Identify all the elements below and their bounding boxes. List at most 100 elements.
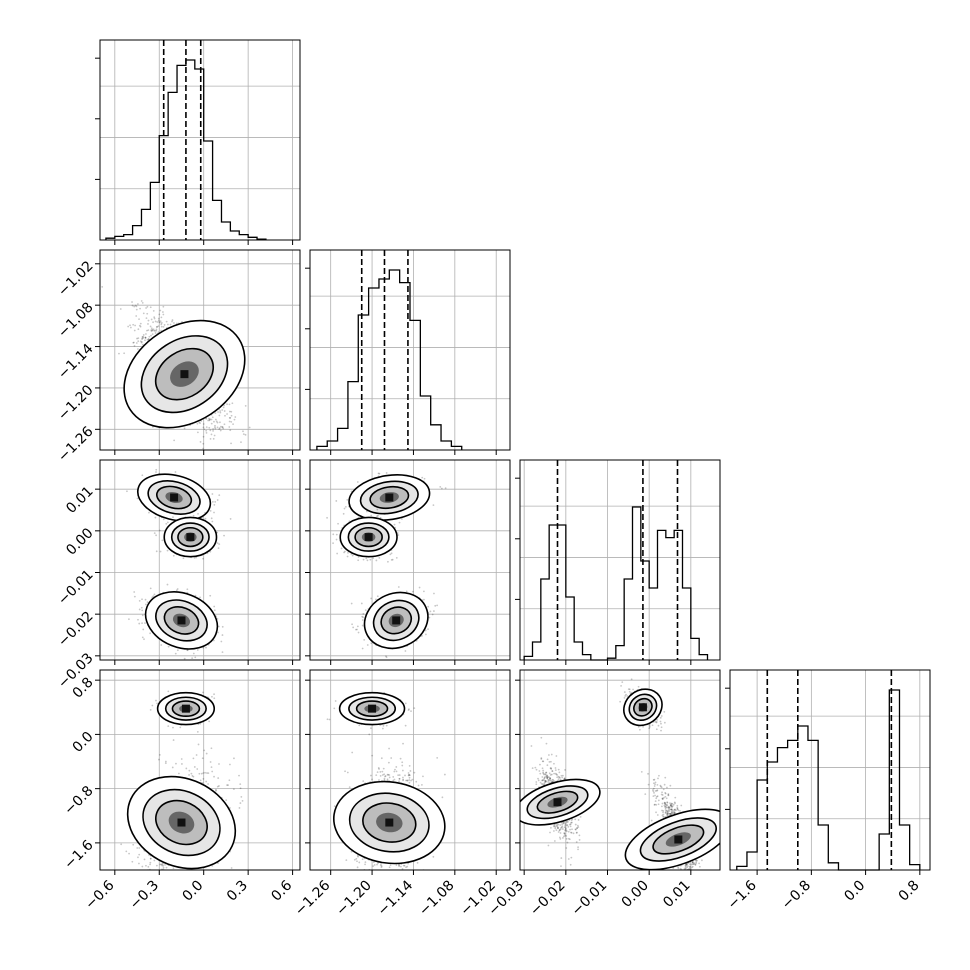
scatter-point [224,414,226,417]
scatter-point [421,635,423,637]
scatter-point [232,423,234,426]
axes-frame [99,249,301,451]
scatter-point [335,500,338,502]
joint-panel-2-1 [305,459,511,665]
scatter-point [149,306,152,309]
scatter-point [145,333,147,335]
scatter-point [242,433,245,436]
scatter-point [204,517,207,520]
scatter-point [220,425,222,428]
scatter-point [222,406,225,409]
scatter-point [226,403,228,406]
scatter-point [355,628,357,631]
scatter-point [142,334,145,336]
scatter-layer [101,285,251,450]
scatter-point [337,522,339,525]
scatter-point [214,412,217,415]
y-tick-label: −1.20 [55,382,97,424]
scatter-point [146,601,149,604]
scatter-point [123,352,126,355]
scatter-point [142,337,145,339]
density-peak [364,533,373,542]
scatter-point [220,640,223,643]
scatter-point [165,522,168,525]
scatter-point [131,301,133,303]
scatter-point [157,331,160,333]
histogram-panel-3: −1.6 −0.8 0.0 0.8 [725,669,931,913]
scatter-point [204,511,206,514]
scatter-point [391,558,394,561]
scatter-point [230,442,232,445]
scatter-point [343,507,346,510]
scatter-point [197,661,199,663]
scatter-point [393,523,396,526]
scatter-point [142,335,145,338]
scatter-point [230,420,233,423]
scatter-point [153,593,156,596]
scatter-point [162,313,165,316]
scatter-point [221,634,224,636]
scatter-point [377,472,380,475]
scatter-point [202,557,204,560]
scatter-point [215,420,218,423]
scatter-point [390,558,393,561]
scatter-point [166,323,169,326]
scatter-point [174,471,177,473]
scatter-point [135,315,138,317]
scatter-point [148,511,150,514]
scatter-point [149,587,152,590]
scatter-point [248,426,251,429]
scatter-point [161,539,164,542]
scatter-point [183,427,186,430]
scatter-point [129,324,131,327]
scatter-point [362,558,365,561]
scatter-point [132,341,135,344]
density-peak [186,533,195,542]
scatter-point [192,514,195,517]
scatter-point [223,410,226,412]
scatter-point [336,552,339,555]
scatter-point [149,632,152,635]
scatter-point [366,559,369,562]
scatter-point [145,603,147,606]
scatter-point [137,328,140,331]
scatter-point [234,416,237,418]
scatter-point [166,583,169,586]
scatter-point [140,341,143,344]
scatter-point [141,336,144,338]
scatter-point [144,339,146,342]
scatter-point [378,556,381,559]
scatter-point [440,487,443,490]
y-tick-label: −1.26 [55,424,97,466]
scatter-point [405,590,408,593]
scatter-point [244,404,247,407]
scatter-point [418,586,421,589]
scatter-point [228,420,231,423]
scatter-point [209,429,212,432]
scatter-point [352,626,355,629]
scatter-point [221,409,224,411]
scatter-point [226,413,228,415]
scatter-point [228,403,231,406]
scatter-point [205,429,208,432]
scatter-point [218,428,221,430]
scatter-point [147,323,149,325]
scatter-point [219,411,222,414]
scatter-point [213,605,216,608]
scatter-point [159,320,162,323]
scatter-point [139,307,141,310]
scatter-point [369,558,372,561]
scatter-point [423,598,425,601]
scatter-point [221,625,224,628]
density-peak [180,370,189,379]
scatter-point [148,335,151,338]
scatter-point [356,481,359,483]
scatter-point [145,307,147,309]
scatter-point [240,441,242,444]
scatter-point [141,301,144,304]
scatter-point [135,305,138,308]
scatter-point [346,498,349,501]
scatter-point [137,340,140,343]
axes-frame [99,39,301,241]
scatter-point [145,317,148,319]
